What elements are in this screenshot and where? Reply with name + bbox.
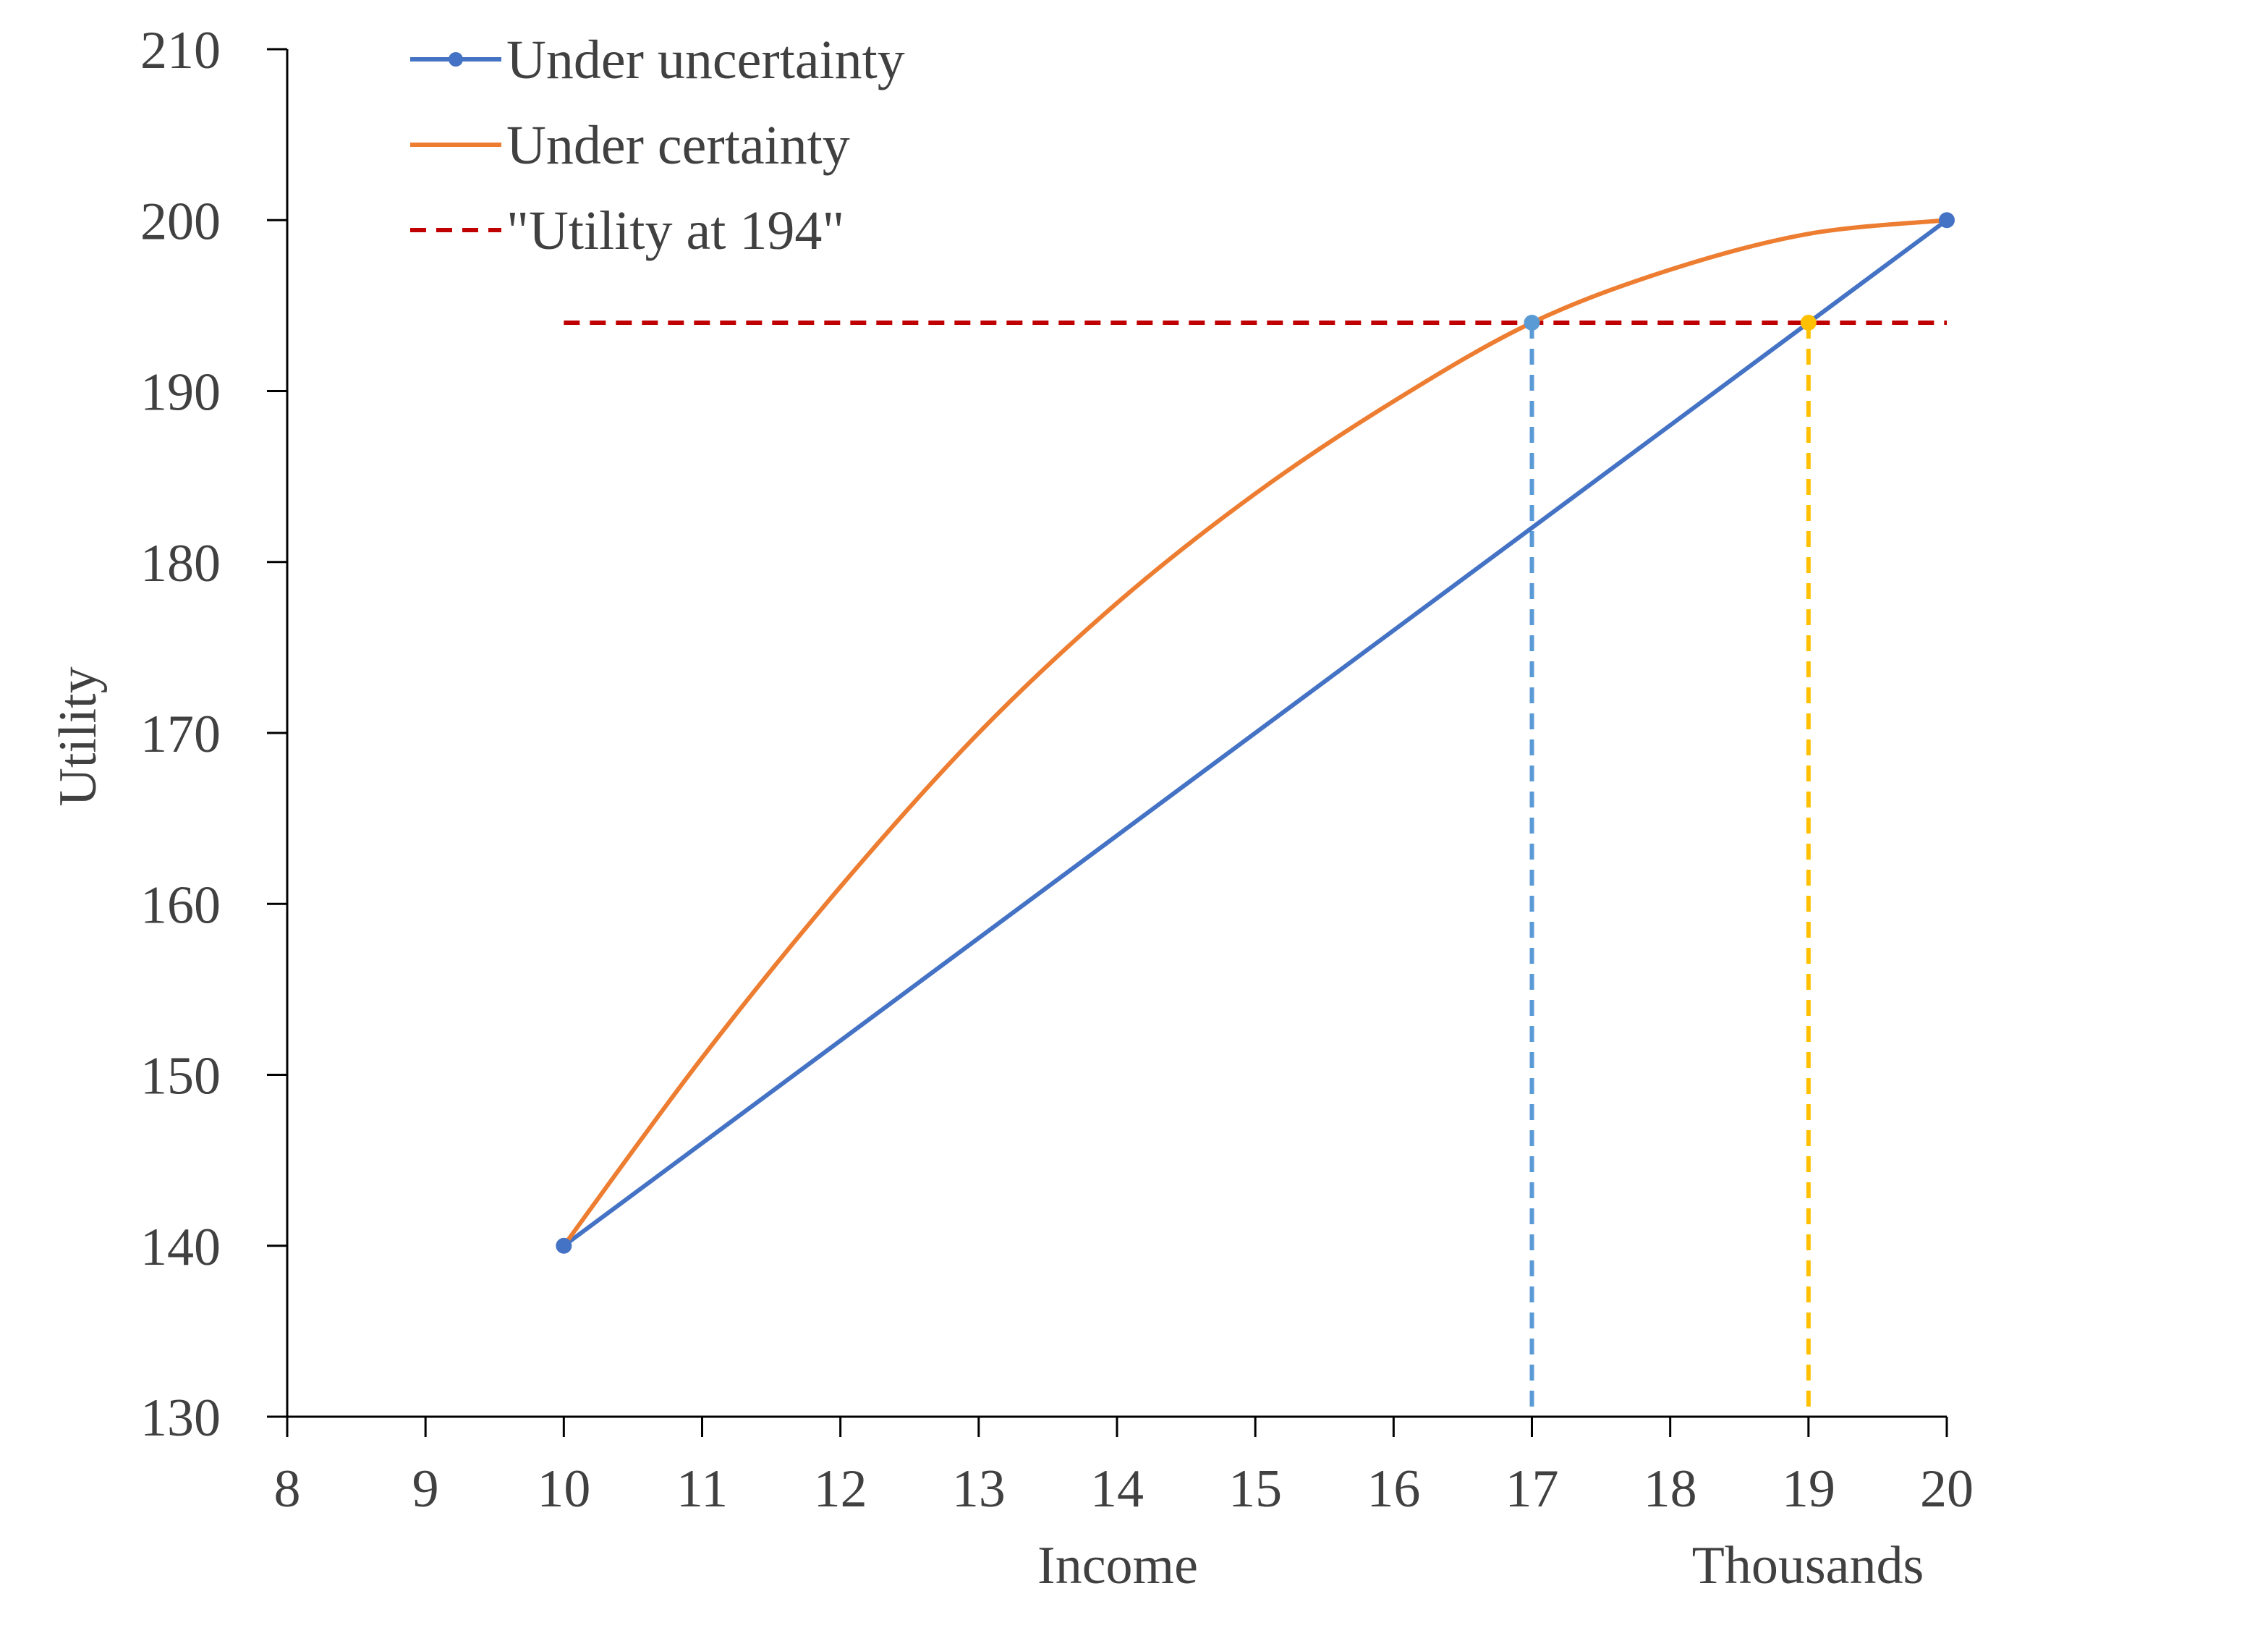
x-tick-label: 15 [1228,1459,1282,1519]
x-tick-label: 10 [537,1459,590,1519]
reference-point-marker-19 [1800,315,1817,331]
x-tick-label: 11 [676,1459,728,1519]
x-tick-label: 20 [1920,1459,1974,1519]
reference-point-marker-17 [1524,315,1540,331]
y-tick-label: 210 [140,21,221,80]
axes [267,48,1948,1437]
x-tick-label: 18 [1644,1459,1697,1519]
series-under-uncertainty [562,218,1948,1248]
y-tick-label: 160 [140,875,221,935]
x-axis-unit-label: Thousands [1692,1536,1924,1595]
x-tick-label: 9 [412,1459,439,1519]
uncertainty-point-marker [1939,212,1955,229]
y-tick-label: 190 [140,363,221,423]
series-group [556,212,1955,1254]
y-axis-title: Utility [48,666,108,806]
y-tick-label: 140 [140,1218,221,1277]
legend-label-2: "Utility at 194" [506,200,844,261]
x-tick-label: 19 [1782,1459,1835,1519]
x-tick-label: 13 [952,1459,1006,1519]
x-tick-label: 8 [274,1459,301,1519]
tick-labels: 130 140 150 160 170 180 190 200 210 8 9 10 11 12 13 14 1… [140,21,1974,1519]
legend: Under uncertainty Under certainty "Utility… [410,30,905,261]
series-under-certainty [561,218,1948,1247]
y-tick-label: 170 [140,705,221,764]
x-tick-label: 17 [1505,1459,1559,1519]
reference-drop-lines [1529,323,1811,1417]
x-axis-title: Income [1037,1536,1198,1595]
x-tick-label: 14 [1090,1459,1144,1519]
y-tick-label: 150 [140,1047,221,1106]
legend-label-0: Under uncertainty [506,30,905,90]
legend-label-1: Under certainty [506,115,850,176]
x-tick-label: 12 [814,1459,867,1519]
y-tick-label: 200 [140,192,221,251]
y-tick-label: 180 [140,534,221,593]
uncertainty-point-marker [556,1237,572,1254]
y-tick-label: 130 [140,1388,221,1448]
legend-marker-0 [449,52,463,67]
x-tick-label: 16 [1367,1459,1420,1519]
